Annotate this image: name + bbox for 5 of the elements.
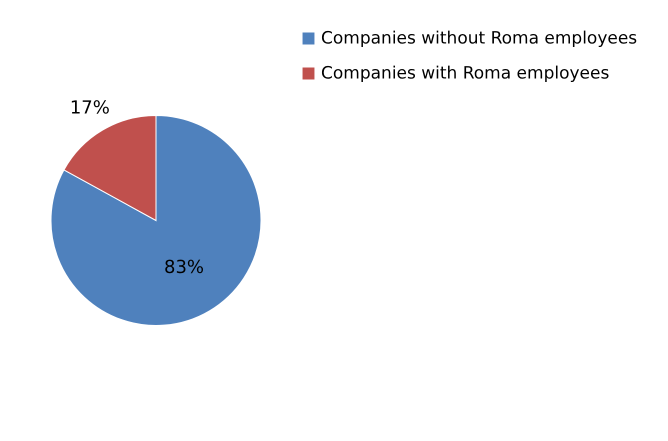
data-label: 83% [164,256,204,278]
legend-label: Companies with Roma employees [321,64,610,84]
legend-label: Companies without Roma employees [321,28,638,48]
data-label: 17% [70,98,110,119]
pie-slice [50,115,262,326]
